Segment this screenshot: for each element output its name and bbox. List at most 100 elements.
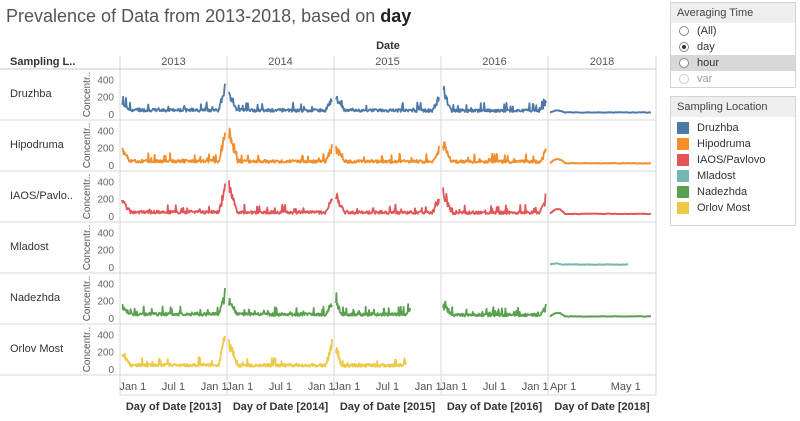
y-tick-label: 200 — [97, 297, 114, 308]
legend-label: Druzhba — [697, 122, 739, 134]
y-tick-label: 0 — [108, 314, 114, 325]
legend-item-druzhba[interactable]: Druzhba — [671, 120, 795, 136]
x-tick-label: Jan 1 — [440, 381, 467, 393]
y-tick-label: 400 — [97, 228, 114, 239]
series-line-iaos-pavlo--2016 — [442, 187, 547, 216]
series-line-hipodruma-2016 — [442, 141, 547, 165]
series-line-nadezhda-2016 — [442, 300, 547, 318]
series-line-iaos-pavlo--2013 — [121, 183, 226, 215]
y-tick-label: 200 — [97, 195, 114, 206]
axis-title-2016: Day of Date [2016] — [447, 401, 543, 413]
series-line-druzhba-2018 — [549, 109, 651, 114]
x-tick-label: Jul 1 — [483, 381, 506, 393]
legend-swatch — [677, 154, 689, 166]
series-line-orlov-most-2013 — [121, 335, 226, 368]
y-tick-label: 0 — [108, 110, 114, 121]
y-tick-label: 0 — [108, 161, 114, 172]
axis-title-2014: Day of Date [2014] — [233, 401, 329, 413]
series-line-hipodruma-2018 — [549, 158, 651, 165]
x-tick-label: May 1 — [611, 381, 641, 393]
series-line-orlov-most-2014 — [228, 339, 333, 368]
averaging-option-hour[interactable]: hour — [671, 55, 795, 71]
axis-title-2018: Day of Date [2018] — [554, 401, 650, 413]
x-tick-label: Jul 1 — [376, 381, 399, 393]
y-tick-label: 0 — [108, 263, 114, 274]
averaging-option-var[interactable]: var — [671, 71, 795, 87]
averaging-time-title: Averaging Time — [671, 3, 795, 23]
y-tick-label: 400 — [97, 75, 114, 86]
row-label-iaos-pavlo-: IAOS/Pavlo.. — [10, 190, 73, 202]
series-line-nadezhda-2014 — [228, 297, 333, 317]
y-axis-title: Concentr.. — [82, 327, 93, 373]
row-label-hipodruma: Hipodruma — [10, 139, 65, 151]
legend-item-orlov-most[interactable]: Orlov Most — [671, 200, 795, 216]
series-line-hipodruma-2015 — [335, 145, 440, 164]
averaging-option-all[interactable]: (All) — [671, 23, 795, 39]
series-line-nadezhda-2018 — [549, 312, 651, 318]
legend-swatch — [677, 202, 689, 214]
y-axis-title: Concentr.. — [82, 276, 93, 322]
axis-title-2015: Day of Date [2015] — [340, 401, 436, 413]
legend-title: Sampling Location — [671, 97, 795, 117]
series-line-nadezhda-2013 — [121, 288, 226, 317]
radio-icon[interactable] — [679, 42, 689, 52]
averaging-time-filter: Averaging Time (All) day hour var — [670, 2, 796, 88]
y-axis-title: Concentr.. — [82, 72, 93, 118]
series-line-druzhba-2014 — [228, 91, 333, 113]
legend-item-hipodruma[interactable]: Hipodruma — [671, 136, 795, 152]
x-tick-label: Jan 1 — [522, 381, 549, 393]
chart-title-prefix: Prevalence of Data from 2013-2018, based… — [6, 6, 376, 26]
y-tick-label: 200 — [97, 348, 114, 359]
series-line-nadezhda-2015 — [335, 292, 412, 317]
x-tick-label: Apr 1 — [550, 381, 576, 393]
year-header-2018: 2018 — [590, 56, 614, 68]
row-label-druzhba: Druzhba — [10, 88, 52, 100]
averaging-option-label: hour — [697, 57, 720, 69]
axis-title-2013: Day of Date [2013] — [126, 401, 222, 413]
radio-icon[interactable] — [679, 74, 689, 84]
y-tick-label: 200 — [97, 246, 114, 257]
series-line-hipodruma-2014 — [228, 127, 333, 164]
y-tick-label: 200 — [97, 93, 114, 104]
legend-label: Hipodruma — [697, 138, 751, 150]
chart-title-measure: day — [380, 6, 412, 26]
series-line-iaos-pavlo--2015 — [335, 192, 440, 215]
small-multiples-chart: Date Sampling L.. 2013 Day of Date [2013] 20… — [0, 40, 657, 413]
y-axis-title: Concentr.. — [82, 123, 93, 169]
legend-item-nadezhda[interactable]: Nadezhda — [671, 184, 795, 200]
y-axis-title: Concentr.. — [82, 225, 93, 271]
series-line-druzhba-2013 — [121, 83, 226, 113]
y-tick-label: 200 — [97, 144, 114, 155]
x-tick-label: Jul 1 — [162, 381, 185, 393]
x-tick-label: Jan 1 — [226, 381, 253, 393]
row-header-sampling: Sampling L.. — [10, 56, 75, 68]
y-axis-title: Concentr.. — [82, 174, 93, 220]
legend-item-iaos-pavlovo[interactable]: IAOS/Pavlovo — [671, 152, 795, 168]
x-tick-label: Jul 1 — [269, 381, 292, 393]
chart-title: Prevalence of Data from 2013-2018, based… — [6, 6, 411, 27]
sampling-location-legend: Sampling Location Druzhba Hipodruma IAOS/P… — [670, 96, 796, 226]
row-label-mladost: Mladost — [10, 241, 49, 253]
x-tick-label: Jan 1 — [333, 381, 360, 393]
legend-swatch — [677, 170, 689, 182]
series-line-orlov-most-2015 — [335, 347, 407, 368]
radio-icon[interactable] — [679, 58, 689, 68]
radio-icon[interactable] — [679, 26, 689, 36]
series-line-druzhba-2015 — [335, 95, 440, 113]
averaging-option-label: var — [697, 73, 713, 85]
year-header-2014: 2014 — [268, 56, 292, 68]
x-tick-label: Jan 1 — [308, 381, 335, 393]
x-tick-label: Jan 1 — [119, 381, 146, 393]
legend-item-mladost[interactable]: Mladost — [671, 168, 795, 184]
y-tick-label: 0 — [108, 212, 114, 223]
year-header-2015: 2015 — [375, 56, 399, 68]
legend-label: IAOS/Pavlovo — [697, 154, 766, 166]
legend-label: Nadezhda — [697, 186, 748, 198]
y-tick-label: 400 — [97, 126, 114, 137]
column-header-date: Date — [376, 40, 400, 52]
legend-label: Mladost — [697, 170, 736, 182]
legend-swatch — [677, 138, 689, 150]
legend-label: Orlov Most — [697, 202, 751, 214]
averaging-option-day[interactable]: day — [671, 39, 795, 55]
year-header-2016: 2016 — [482, 56, 506, 68]
